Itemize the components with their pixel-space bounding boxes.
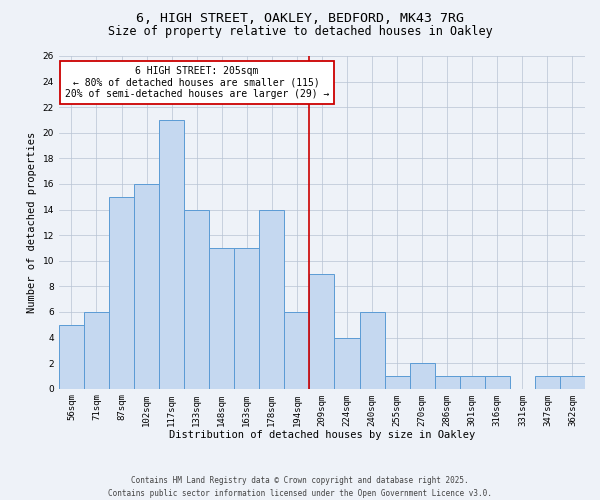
- Bar: [460, 376, 485, 388]
- Text: Contains HM Land Registry data © Crown copyright and database right 2025.
Contai: Contains HM Land Registry data © Crown c…: [108, 476, 492, 498]
- Bar: [310, 274, 334, 388]
- Bar: [209, 248, 234, 388]
- Bar: [284, 312, 310, 388]
- Bar: [259, 210, 284, 388]
- Bar: [535, 376, 560, 388]
- Bar: [234, 248, 259, 388]
- X-axis label: Distribution of detached houses by size in Oakley: Distribution of detached houses by size …: [169, 430, 475, 440]
- Bar: [410, 363, 434, 388]
- Bar: [109, 197, 134, 388]
- Bar: [434, 376, 460, 388]
- Text: Size of property relative to detached houses in Oakley: Size of property relative to detached ho…: [107, 25, 493, 38]
- Bar: [134, 184, 159, 388]
- Y-axis label: Number of detached properties: Number of detached properties: [27, 132, 37, 313]
- Bar: [359, 312, 385, 388]
- Text: 6, HIGH STREET, OAKLEY, BEDFORD, MK43 7RG: 6, HIGH STREET, OAKLEY, BEDFORD, MK43 7R…: [136, 12, 464, 26]
- Bar: [159, 120, 184, 388]
- Bar: [84, 312, 109, 388]
- Bar: [485, 376, 510, 388]
- Bar: [560, 376, 585, 388]
- Bar: [385, 376, 410, 388]
- Bar: [59, 324, 84, 388]
- Text: 6 HIGH STREET: 205sqm
← 80% of detached houses are smaller (115)
20% of semi-det: 6 HIGH STREET: 205sqm ← 80% of detached …: [65, 66, 329, 100]
- Bar: [184, 210, 209, 388]
- Bar: [334, 338, 359, 388]
